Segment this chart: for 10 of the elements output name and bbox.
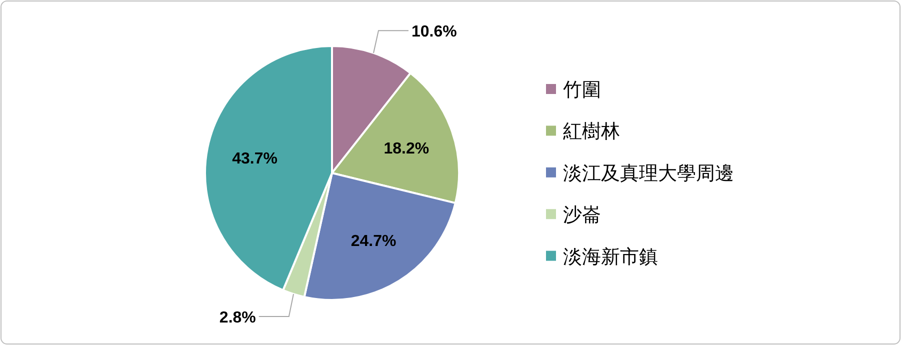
legend-label: 竹圍 xyxy=(563,80,601,101)
data-label: 18.2% xyxy=(384,140,430,158)
legend-label: 沙崙 xyxy=(563,205,601,226)
legend-label: 淡海新市鎮 xyxy=(563,246,658,268)
data-label: 2.8% xyxy=(219,310,256,327)
data-label: 10.6% xyxy=(411,24,457,41)
legend-label: 淡江及真理大學周邊 xyxy=(563,163,734,184)
data-label: 24.7% xyxy=(350,232,396,250)
legend-label: 紅樹林 xyxy=(563,122,620,143)
data-label: 43.7% xyxy=(232,150,278,168)
